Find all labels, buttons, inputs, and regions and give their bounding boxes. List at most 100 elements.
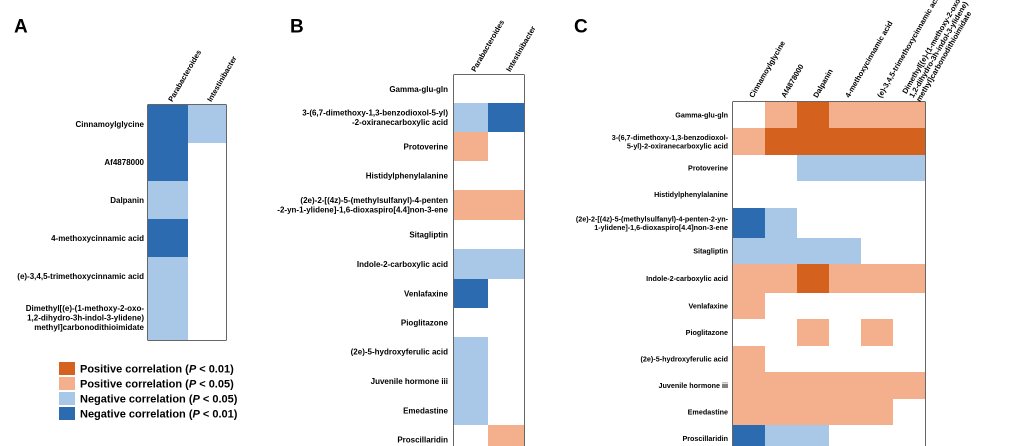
heatmap-cell <box>765 399 797 425</box>
row-label: Dalpanin <box>110 196 144 205</box>
heatmap-cell <box>488 103 524 132</box>
heatmap-cell <box>829 208 861 238</box>
heatmap-cell <box>188 257 226 295</box>
row-label-line: Dalpanin <box>110 196 144 205</box>
row-label-line: Sitagliptin <box>409 230 448 239</box>
heatmap-cell <box>733 293 765 319</box>
row-label-line: Pioglitazone <box>686 328 728 337</box>
row-label-line: Indole-2-carboxylic acid <box>646 274 728 283</box>
row-label-line: Dimethyl[(e)-(1-methoxy-2-oxo- <box>26 304 145 313</box>
row-label-line: Histidylphenylalanine <box>366 171 449 180</box>
heatmap-cell <box>488 161 524 190</box>
row-label: Protoverine <box>688 164 728 173</box>
heatmap-cell <box>454 279 488 308</box>
heatmap-cell <box>829 425 861 446</box>
heatmap-cell <box>829 181 861 208</box>
heatmap-cell <box>829 102 861 128</box>
heatmap-cell <box>797 208 829 238</box>
heatmap-cell <box>765 293 797 319</box>
heatmap-cell <box>829 319 861 346</box>
column-label-line: Parabacteroides <box>469 18 506 73</box>
row-label: Protoverine <box>404 142 449 151</box>
row-label-line: Juvenile hormone iii <box>371 377 448 386</box>
column-label-line: Parabacteroides <box>166 48 203 103</box>
row-label: Pioglitazone <box>401 318 449 327</box>
heatmap-cell <box>488 308 524 337</box>
heatmap-cell <box>861 238 893 264</box>
heatmap-cell <box>488 366 524 396</box>
heatmap-cell <box>148 105 188 143</box>
heatmap-cell <box>893 181 925 208</box>
heatmap-cell <box>188 295 226 340</box>
row-label: 4-methoxycinnamic acid <box>51 234 144 243</box>
heatmap-cell <box>488 249 524 279</box>
panel-label: B <box>290 17 304 38</box>
heatmap-cell <box>861 128 893 155</box>
column-label: Dimethyl[(e)-(1-methoxy-2-oxo-1,2-dihydr… <box>900 0 977 103</box>
heatmap-cell <box>797 155 829 181</box>
heatmap-cell <box>797 372 829 399</box>
legend-text: Negative correlation ( <box>80 394 193 406</box>
row-label: Sitagliptin <box>693 247 728 256</box>
heatmap-cell <box>188 181 226 219</box>
row-label-line: Gamma-glu-gln <box>675 111 728 120</box>
heatmap-cell <box>454 220 488 249</box>
row-label: (e)-3,4,5-trimethoxycinnamic acid <box>17 272 144 281</box>
row-label-line: 3-(6,7-dimethoxy-1,3-benzodioxol-5-yl) <box>302 109 448 118</box>
heatmap-cell <box>797 181 829 208</box>
heatmap-cell <box>733 399 765 425</box>
heatmap-cell <box>148 219 188 257</box>
row-label: Cinnamoylglycine <box>76 120 145 129</box>
heatmap-cell <box>893 425 925 446</box>
heatmap-cell <box>861 264 893 293</box>
heatmap-cell <box>893 293 925 319</box>
heatmap-cell <box>454 103 488 132</box>
row-label-line: (e)-3,4,5-trimethoxycinnamic acid <box>17 272 144 281</box>
heatmap-cell <box>733 238 765 264</box>
row-label-line: 1-ylidene]-1,6-dioxaspiro[4.4]non-3-ene <box>594 223 728 232</box>
legend-tail: < 0.01) <box>196 364 234 376</box>
heatmap-cell <box>454 75 488 103</box>
heatmap-cell <box>188 219 226 257</box>
column-label: Af4878000 <box>779 63 805 100</box>
row-label: Gamma-glu-gln <box>675 111 728 120</box>
heatmap-cell <box>829 238 861 264</box>
row-label: Sitagliptin <box>409 230 448 239</box>
row-label-line: 3-(6,7-dimethoxy-1,3-benzodioxol- <box>612 133 729 142</box>
heatmap-cell <box>733 319 765 346</box>
heatmap-cell <box>454 161 488 190</box>
row-label: Pioglitazone <box>686 328 728 337</box>
heatmap-cell <box>733 102 765 128</box>
heatmap-cell <box>488 396 524 425</box>
heatmap-cell <box>488 425 524 446</box>
legend-label: Positive correlation (P < 0.05) <box>80 379 234 391</box>
row-label-line: -2-oxiranecarboxylic acid <box>352 118 448 127</box>
heatmap-cell <box>893 372 925 399</box>
heatmap-cell <box>893 155 925 181</box>
heatmap-cell <box>488 132 524 161</box>
heatmap-cell <box>893 238 925 264</box>
heatmap-cell <box>148 181 188 219</box>
legend-p: P <box>189 379 197 391</box>
heatmap-cell <box>861 181 893 208</box>
legend-p: P <box>189 364 197 376</box>
row-label: Emedastine <box>688 408 728 417</box>
heatmap-cell <box>829 293 861 319</box>
row-label-line: Emedastine <box>688 408 728 417</box>
heatmap-cell <box>765 319 797 346</box>
row-label-line: Histidylphenylalanine <box>654 190 728 199</box>
row-label-line: Venlafaxine <box>404 289 449 298</box>
row-label-line: Proscillaridin <box>397 435 448 444</box>
row-label: Juvenile hormone iii <box>371 377 448 386</box>
row-label-line: methyl]carbonodithioimidate <box>34 323 144 332</box>
row-label: Juvenile hormone iii <box>659 381 729 390</box>
heatmap-cell <box>829 399 861 425</box>
heatmap-cell <box>733 264 765 293</box>
heatmap-cell <box>861 399 893 425</box>
panel-label: C <box>574 17 588 38</box>
legend-label: Negative correlation (P < 0.05) <box>80 394 238 406</box>
heatmap-cell <box>733 372 765 399</box>
heatmap-cell <box>829 155 861 181</box>
legend-tail: < 0.05) <box>200 394 238 406</box>
row-label: 3-(6,7-dimethoxy-1,3-benzodioxol-5-yl)-2… <box>612 133 729 151</box>
